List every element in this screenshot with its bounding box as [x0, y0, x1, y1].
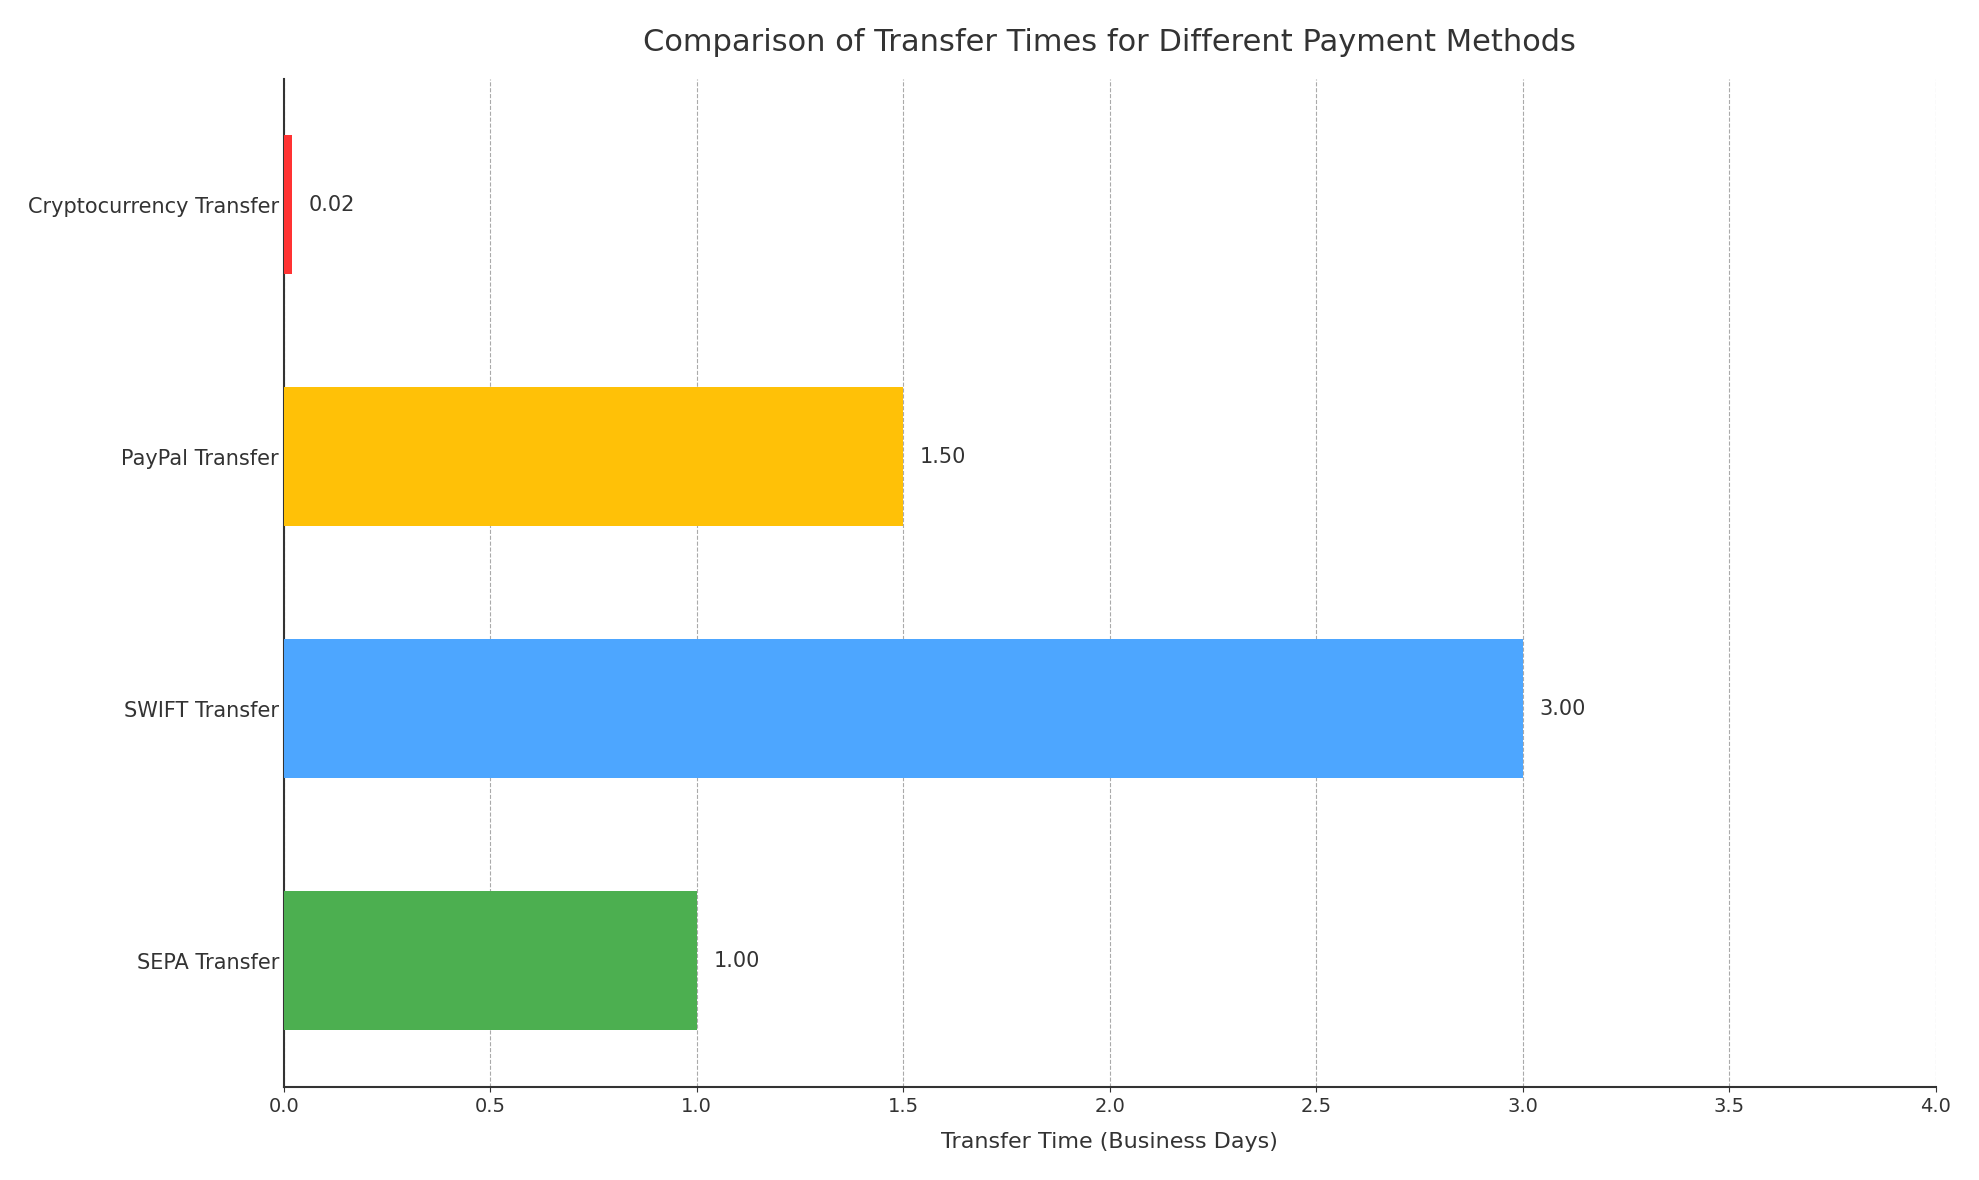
Title: Comparison of Transfer Times for Different Payment Methods: Comparison of Transfer Times for Differe… — [643, 28, 1575, 57]
Text: 1.00: 1.00 — [712, 951, 760, 971]
Text: 0.02: 0.02 — [309, 195, 354, 215]
Bar — [283, 136, 293, 274]
Bar — [283, 387, 902, 526]
Text: 1.50: 1.50 — [920, 447, 966, 466]
X-axis label: Transfer Time (Business Days): Transfer Time (Business Days) — [942, 1133, 1278, 1152]
Text: 3.00: 3.00 — [1540, 699, 1585, 719]
Bar — [283, 891, 697, 1030]
Bar — [283, 640, 1522, 778]
